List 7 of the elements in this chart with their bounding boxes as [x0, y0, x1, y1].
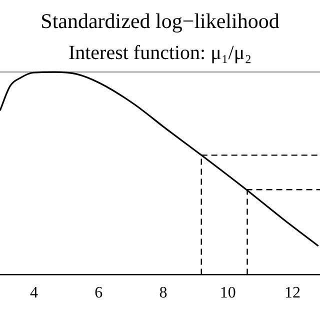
x-tick-label: 12	[284, 284, 301, 302]
x-tick-label: 10	[220, 284, 236, 302]
x-tick-label: 4	[30, 284, 38, 302]
x-tick-label: 6	[94, 284, 103, 302]
chart-title: Standardized log−likelihood	[40, 8, 280, 34]
chart-subtitle: Interest function: μ₁/μ₂	[67, 41, 253, 66]
x-tick-label: 8	[159, 284, 168, 302]
